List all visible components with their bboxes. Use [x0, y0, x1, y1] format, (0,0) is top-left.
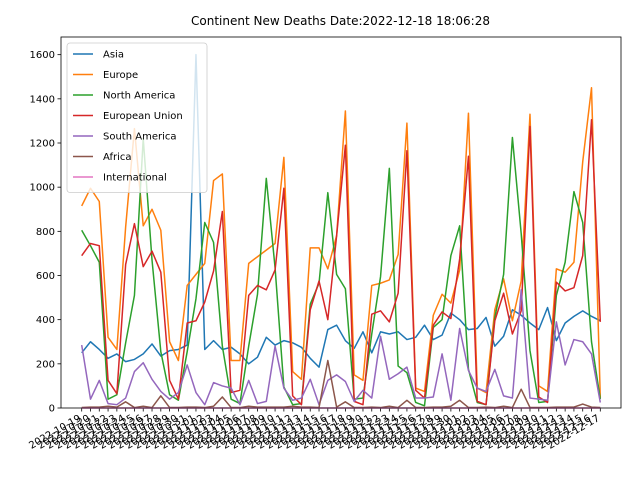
series-line-european-union: [81, 119, 602, 406]
y-tick-label: 0: [49, 404, 55, 415]
y-tick-label: 1000: [30, 183, 55, 194]
legend-label: Africa: [103, 152, 132, 163]
legend-label: International: [103, 173, 167, 184]
y-tick-label: 800: [36, 227, 55, 238]
legend-label: North America: [103, 91, 175, 102]
legend-item: Europe: [73, 70, 138, 81]
legend-item: Africa: [73, 152, 132, 163]
legend-item: European Union: [73, 111, 183, 122]
series-line-south-america: [80, 289, 602, 406]
legend-item: International: [73, 173, 167, 184]
plot-frame: [60, 36, 622, 409]
series-line-europe: [81, 87, 602, 399]
series-line-north-america: [81, 136, 602, 407]
y-tick-label: 1200: [30, 139, 55, 150]
series-line-africa: [81, 359, 601, 409]
y-axis: 0 200 400 600 800 1000 1200 1400 1600: [30, 50, 61, 415]
legend-item: North America: [73, 91, 175, 102]
y-tick-label: 600: [36, 271, 55, 282]
legend-label: Europe: [103, 70, 138, 81]
series-lines: [80, 53, 602, 409]
y-tick-label: 1600: [30, 50, 55, 61]
legend-label: South America: [103, 132, 177, 143]
y-tick-label: 400: [36, 315, 55, 326]
y-tick-label: 1400: [30, 94, 55, 105]
y-tick-label: 200: [36, 359, 55, 370]
legend-item: South America: [73, 132, 177, 143]
legend: Asia Europe North America European Union Sou…: [66, 42, 208, 193]
chart-title: Continent New Deaths Date:2022-12-18 18:…: [191, 14, 490, 28]
legend-label: European Union: [103, 111, 183, 122]
legend-label: Asia: [103, 50, 124, 61]
legend-item: Asia: [73, 50, 124, 61]
series-line-asia: [81, 53, 601, 368]
x-axis: 2022-10-192022-10-202022-10-212022-10-22…: [27, 408, 602, 452]
legend-box: [66, 42, 208, 193]
